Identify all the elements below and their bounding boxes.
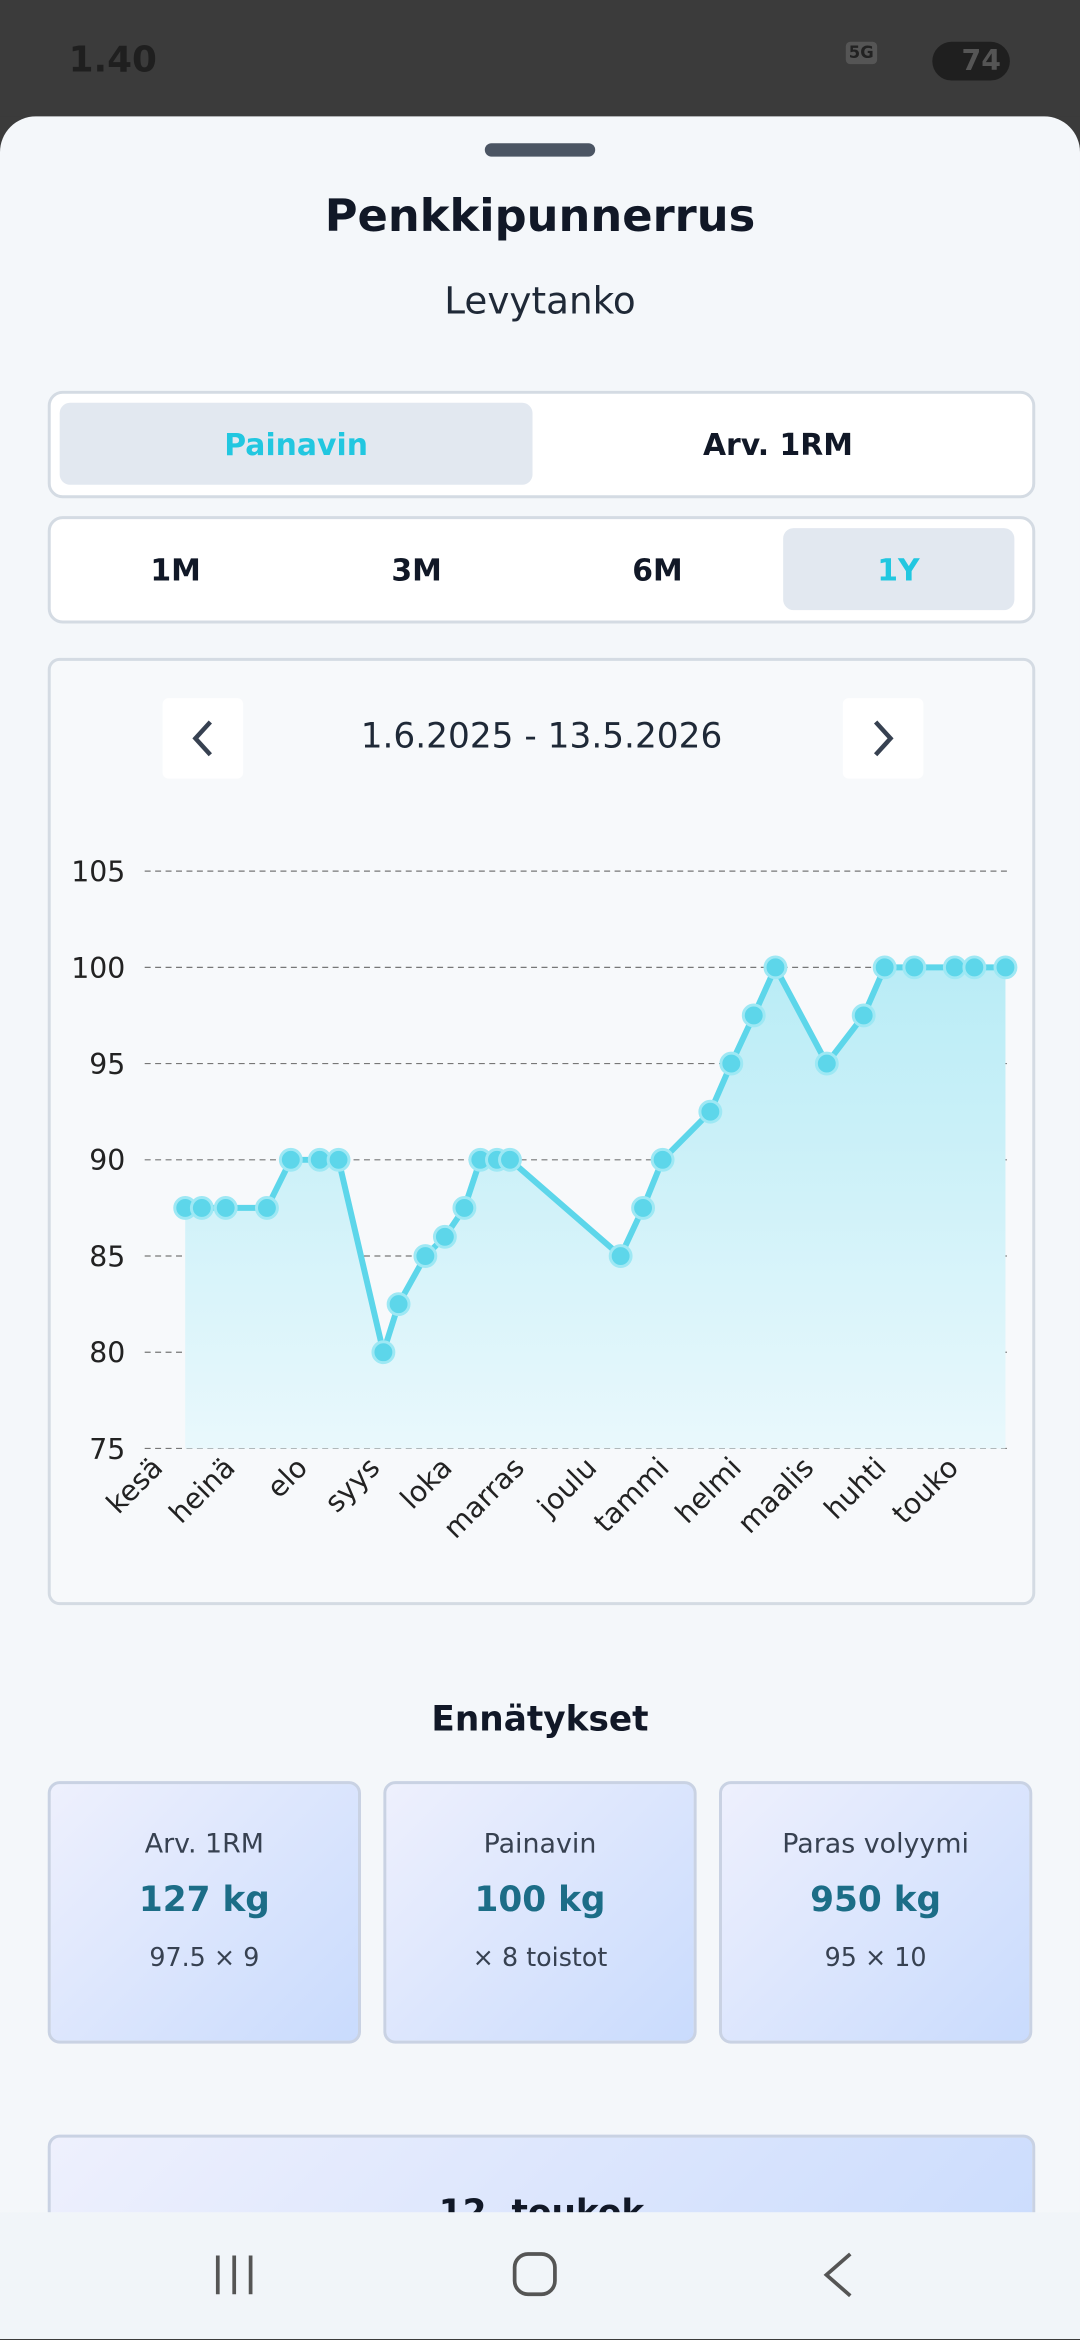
record-card: Painavin 100 kg × 8 toistot bbox=[383, 1781, 697, 2044]
tab[interactable]: Arv. 1RM bbox=[702, 425, 853, 462]
battery: 74 bbox=[932, 41, 1010, 81]
point bbox=[386, 1292, 411, 1317]
record-card: Arv. 1RM 127 kg 97.5 × 9 bbox=[47, 1781, 361, 2044]
x-tick-label: elo bbox=[260, 1451, 313, 1504]
record-label: Painavin bbox=[483, 1828, 597, 1861]
record-card: Paras volyymi 950 kg 95 × 10 bbox=[719, 1781, 1033, 2044]
record-value: 950 kg bbox=[810, 1881, 942, 1920]
point bbox=[255, 1195, 279, 1220]
nav-bar bbox=[0, 2212, 1080, 2340]
point bbox=[698, 1099, 723, 1124]
range-tabs: 1M 3M 6M 1Y bbox=[47, 516, 1036, 624]
y-tick-label: 105 bbox=[71, 856, 125, 889]
point bbox=[741, 1003, 766, 1028]
tab[interactable]: 3M bbox=[391, 551, 442, 587]
x-tick-label: loka bbox=[394, 1451, 459, 1516]
chart-card: 1.6.2025 - 13.5.2026 75 80 85 90 95 100 105 kes… bbox=[47, 657, 1036, 1606]
status-bar: 1.40 5G 74 bbox=[0, 0, 1080, 117]
point bbox=[189, 1195, 214, 1220]
point bbox=[902, 955, 927, 980]
point bbox=[413, 1244, 438, 1268]
y-tick-label: 85 bbox=[89, 1240, 125, 1273]
area bbox=[185, 967, 1006, 1449]
point bbox=[452, 1195, 477, 1220]
x-tick-label: heinä bbox=[163, 1451, 242, 1530]
x-tick-label: marras bbox=[437, 1451, 531, 1545]
next-button[interactable] bbox=[842, 698, 924, 779]
point bbox=[993, 955, 1018, 980]
y-tick-label: 80 bbox=[89, 1337, 125, 1370]
network: 5G bbox=[845, 41, 877, 65]
point bbox=[432, 1224, 457, 1249]
point bbox=[326, 1147, 351, 1172]
y-tick-label: 90 bbox=[89, 1144, 125, 1177]
tab[interactable]: 1M bbox=[150, 551, 201, 587]
record-detail: × 8 toistot bbox=[472, 1943, 608, 1974]
point bbox=[763, 955, 788, 980]
nav-icons bbox=[215, 2252, 852, 2298]
subtitle: Levytanko bbox=[444, 278, 636, 323]
point bbox=[962, 955, 987, 980]
point bbox=[278, 1147, 303, 1172]
tab[interactable]: 1Y bbox=[782, 528, 1015, 611]
point bbox=[608, 1244, 633, 1268]
point bbox=[872, 955, 897, 980]
title: Penkkipunnerrus bbox=[324, 190, 756, 244]
record-label: Arv. 1RM bbox=[144, 1828, 264, 1861]
tab[interactable]: 6M bbox=[632, 551, 683, 587]
point bbox=[498, 1147, 522, 1172]
point bbox=[631, 1195, 656, 1220]
record-value: 100 kg bbox=[474, 1881, 606, 1920]
next-icon bbox=[873, 720, 894, 757]
point bbox=[851, 1003, 876, 1028]
y-tick-label: 75 bbox=[89, 1433, 125, 1466]
x-tick-label: huhti bbox=[818, 1451, 893, 1526]
record-label: Paras volyymi bbox=[782, 1828, 969, 1861]
x-tick-label: tammi bbox=[588, 1451, 676, 1539]
x-tick-label: touko bbox=[886, 1451, 965, 1530]
clock: 1.40 bbox=[68, 38, 157, 81]
point bbox=[814, 1051, 839, 1076]
record-detail: 97.5 × 9 bbox=[149, 1943, 260, 1974]
x-tick-label: maalis bbox=[731, 1451, 820, 1540]
point bbox=[650, 1147, 675, 1172]
point bbox=[371, 1340, 396, 1365]
x-tick-label: syys bbox=[318, 1451, 386, 1519]
tab[interactable]: Painavin bbox=[59, 402, 533, 485]
y-tick-label: 95 bbox=[89, 1048, 125, 1081]
record-detail: 95 × 10 bbox=[824, 1943, 927, 1974]
point bbox=[213, 1195, 238, 1220]
records-title: Ennätykset bbox=[431, 1700, 649, 1740]
prev-icon bbox=[192, 720, 212, 757]
y-tick-label: 100 bbox=[71, 952, 125, 985]
point bbox=[942, 955, 967, 980]
record-value: 127 kg bbox=[138, 1881, 270, 1920]
date-range: 1.6.2025 - 13.5.2026 bbox=[360, 717, 723, 757]
point bbox=[719, 1051, 744, 1076]
drag-handle[interactable] bbox=[484, 143, 596, 157]
prev-button[interactable] bbox=[162, 698, 244, 779]
metric-tabs: Painavin Arv. 1RM bbox=[47, 390, 1036, 499]
